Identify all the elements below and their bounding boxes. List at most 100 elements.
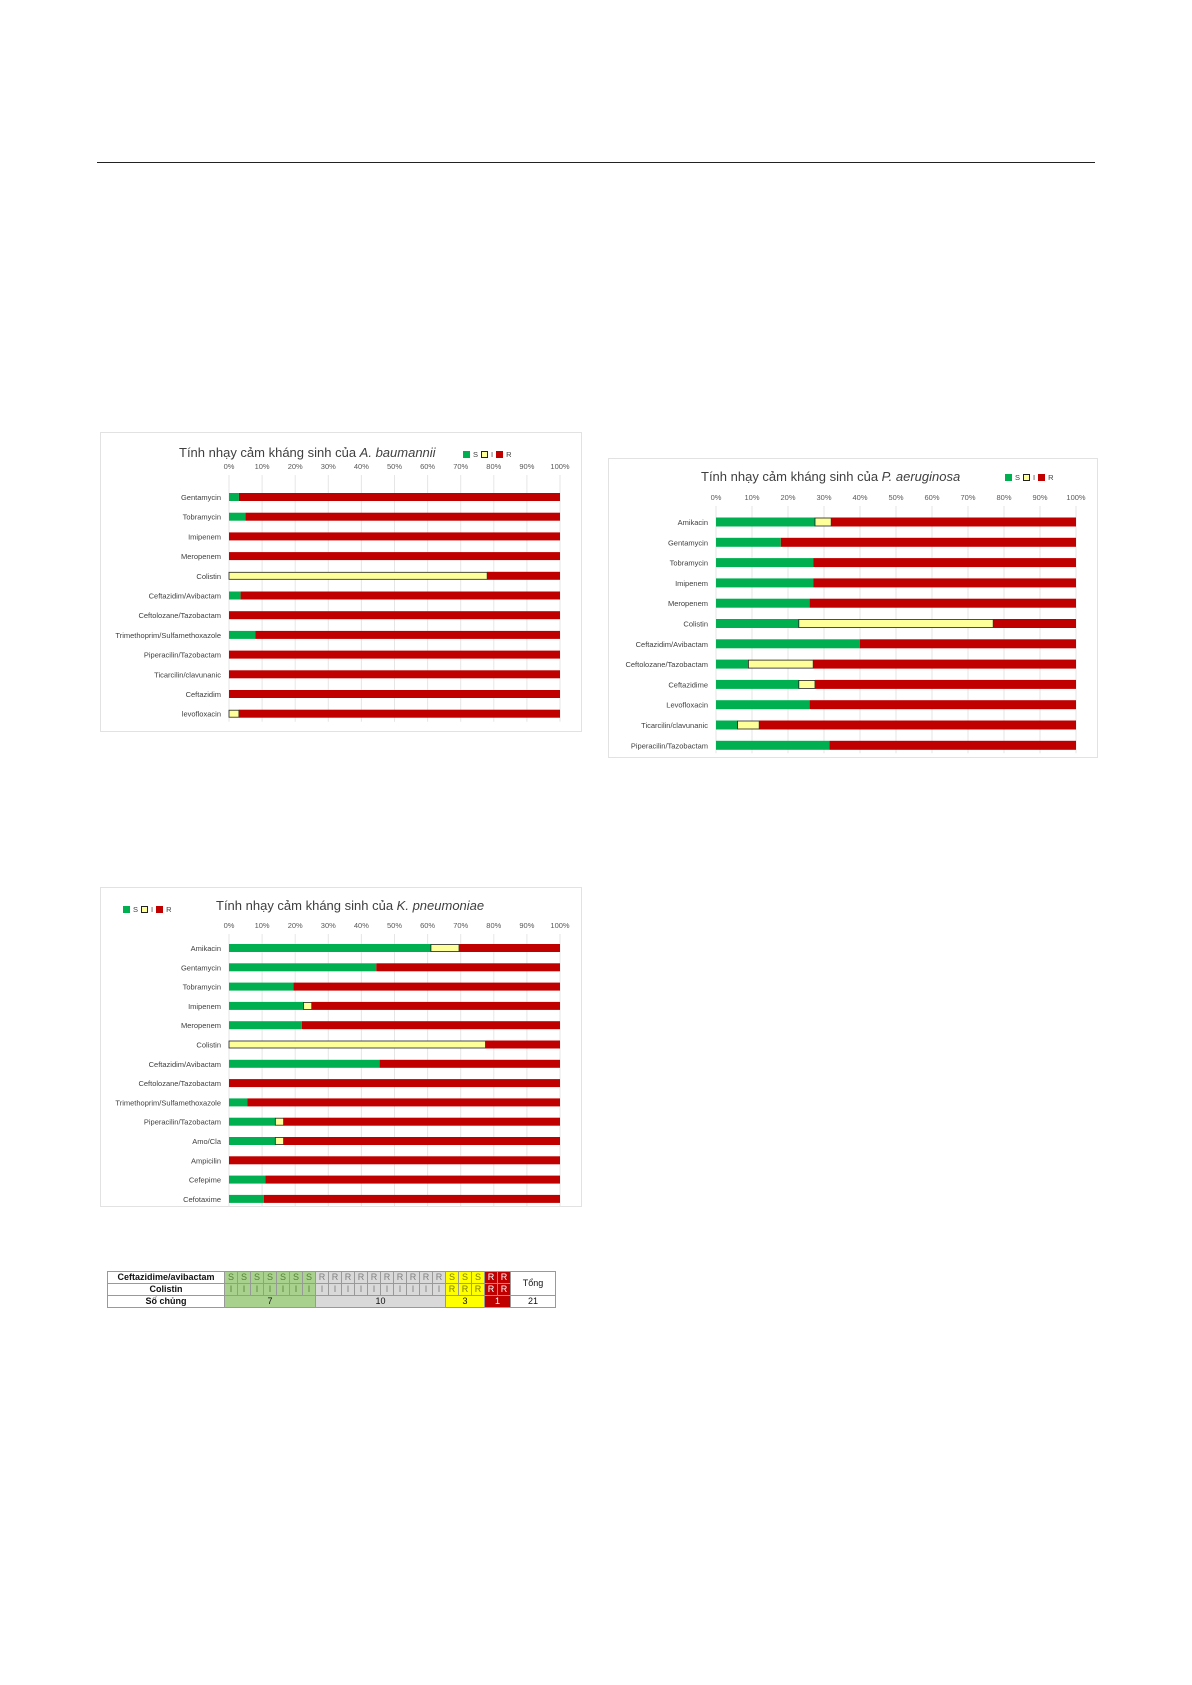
x-tick-label: 100% [1066, 493, 1086, 502]
bar-r [311, 1001, 560, 1010]
x-tick-label: 10% [255, 462, 270, 471]
table-cell: R [393, 1271, 407, 1284]
bar-s [229, 1098, 248, 1107]
bar-s [716, 639, 860, 649]
bar-i [798, 619, 994, 628]
x-tick-label: 90% [519, 462, 534, 471]
group-count: 1 [484, 1295, 511, 1308]
header-rule [97, 162, 1095, 163]
group-count: 10 [315, 1295, 446, 1308]
table-cell: S [458, 1271, 472, 1284]
bar-s [716, 700, 810, 710]
table-cell: R [432, 1271, 446, 1284]
chart-title: Tính nhạy cảm kháng sinh của K. pneumoni… [216, 898, 484, 913]
table-cell: R [341, 1271, 355, 1284]
chart-k-pneumoniae: Tính nhạy cảm kháng sinh của K. pneumoni… [100, 887, 582, 1207]
bar-r [809, 700, 1076, 710]
legend-swatch-i [1023, 474, 1031, 481]
category-label: Trimethoprim/Sulfamethoxazole [115, 1098, 221, 1107]
bar-i [303, 1002, 313, 1010]
table-cell: I [419, 1283, 433, 1296]
chart-title-prefix: Tính nhạy cảm kháng sinh của [216, 898, 397, 913]
table-cell: S [250, 1271, 264, 1284]
bar-r [229, 611, 560, 620]
x-tick-label: 80% [996, 493, 1011, 502]
x-tick-label: 40% [354, 921, 369, 930]
bar-s [229, 982, 294, 991]
x-tick-label: 40% [354, 462, 369, 471]
bar-s [716, 659, 749, 669]
total-count: 21 [510, 1295, 556, 1308]
chart-legend: S I R [123, 905, 172, 914]
chart-plot: 0% 10% 20% 30% 40% 50% 60% 70% 80% 90% 100% Amikaci… [115, 921, 570, 1206]
legend-swatch-i [141, 906, 149, 913]
legend-swatch-r [1038, 474, 1046, 481]
x-tick-label: 20% [288, 921, 303, 930]
x-tick-label: 100% [550, 462, 570, 471]
bar-r [229, 1156, 560, 1165]
chart-title-prefix: Tính nhạy cảm kháng sinh của [179, 445, 360, 460]
table-cell: I [354, 1283, 368, 1296]
legend-swatch-i [481, 451, 489, 458]
table-cell: R [419, 1271, 433, 1284]
table-cell: R [484, 1283, 498, 1296]
category-label: Amo/Cla [192, 1137, 222, 1146]
legend-label-r: R [1048, 473, 1054, 482]
table-cell: I [302, 1283, 316, 1296]
legend-label-i: I [151, 905, 154, 914]
x-tick-label: 50% [387, 462, 402, 471]
x-tick-label: 90% [519, 921, 534, 930]
x-tick-label: 60% [420, 921, 435, 930]
bar-r [263, 1194, 560, 1203]
legend-swatch-r [496, 451, 504, 458]
bar-r [229, 670, 560, 679]
bar-r [993, 619, 1076, 628]
bar-s [716, 578, 814, 588]
x-tick-label: 60% [420, 462, 435, 471]
bar-r [229, 532, 560, 541]
table-cell: S [289, 1271, 303, 1284]
bar-i [814, 517, 832, 527]
bar-r [265, 1175, 560, 1184]
bar-r [293, 982, 560, 991]
bar-r [759, 720, 1076, 730]
bar-r [255, 630, 561, 639]
bar-s [229, 1001, 304, 1010]
category-label: Colistin [683, 620, 708, 629]
bar-r [301, 1021, 560, 1030]
bar-r [229, 552, 560, 561]
bar-r [813, 659, 1076, 669]
category-label: Piperacilin/Tazobactam [631, 741, 708, 750]
category-label: Levofloxacin [666, 701, 708, 710]
bar-s [229, 944, 431, 952]
table-cell: I [250, 1283, 264, 1296]
table-cell: R [354, 1271, 368, 1284]
bar-s [716, 720, 738, 730]
table-cell: I [328, 1283, 342, 1296]
category-label: Ceftazidim/Avibactam [636, 640, 708, 649]
table-cell: R [380, 1271, 394, 1284]
category-label: Imipenem [675, 579, 708, 588]
category-label: Imipenem [188, 532, 221, 541]
category-label: Colistin [196, 1041, 221, 1050]
bar-r [238, 493, 560, 501]
combination-table: Ceftazidime/avibactam S S S S S S S R R R R R R R R R R S S… [107, 1271, 556, 1308]
category-label: Ceftazidim/Avibactam [149, 592, 221, 601]
chart-legend: S I R [1005, 473, 1054, 482]
bar-i [228, 1040, 486, 1049]
category-label: Piperacilin/Tazobactam [144, 651, 221, 660]
category-label: Amikacin [191, 944, 221, 953]
bar-r [229, 1079, 560, 1088]
table-cell: R [471, 1283, 485, 1296]
table-cell: R [445, 1283, 459, 1296]
category-label: Cefotaxime [183, 1195, 221, 1204]
legend-swatch-s [463, 451, 470, 458]
bar-r [459, 944, 560, 952]
table-cell: I [276, 1283, 290, 1296]
category-label: Meropenem [181, 552, 221, 561]
category-label: Cefepime [189, 1176, 221, 1185]
category-label: Gentamycin [181, 963, 221, 972]
x-tick-label: 10% [255, 921, 270, 930]
category-label: Ticarcilin/clavunanic [154, 670, 221, 679]
category-label: Tobramycin [670, 559, 708, 568]
